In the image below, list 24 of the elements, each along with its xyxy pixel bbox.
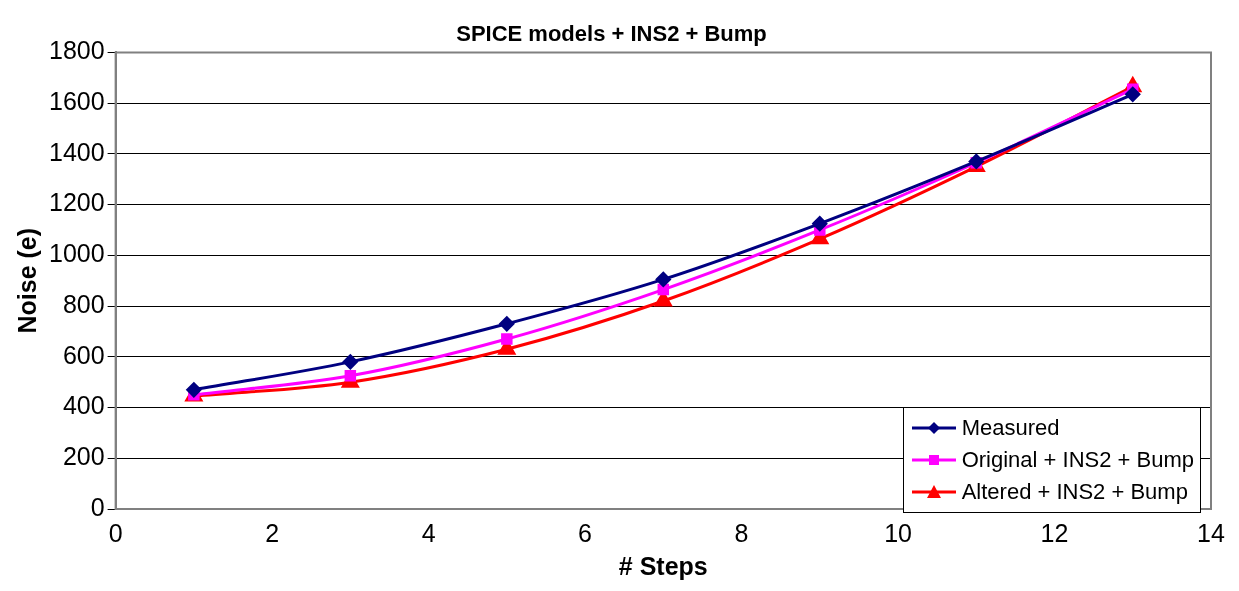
legend-label: Altered + INS2 + Bump (961, 478, 1188, 506)
y-tick-label: 400 (62, 391, 105, 420)
x-tick-label: 6 (578, 518, 593, 547)
x-tick-label: 14 (1197, 518, 1225, 547)
y-tick-label: 1000 (48, 239, 105, 268)
x-tick-label: 0 (108, 518, 123, 547)
x-axis-title: # Steps (618, 551, 708, 580)
legend-label: Measured (961, 414, 1060, 442)
x-tick-label: 4 (421, 518, 436, 547)
y-tick-label: 1400 (48, 137, 105, 166)
y-tick-label: 800 (62, 289, 105, 318)
y-tick-label: 1800 (48, 36, 105, 65)
y-tick-label: 0 (90, 492, 105, 521)
legend-label: Original + INS2 + Bump (961, 446, 1194, 474)
x-tick-label: 2 (265, 518, 280, 547)
y-axis-title: Noise (e) (12, 227, 41, 334)
y-tick-label: 1600 (48, 87, 105, 116)
x-tick-label: 8 (734, 518, 749, 547)
chart-title: SPICE models + INS2 + Bump (456, 21, 767, 47)
y-tick-label: 1200 (48, 188, 105, 217)
y-tick-label: 200 (62, 442, 105, 471)
y-tick-label: 600 (62, 340, 105, 369)
x-tick-label: 12 (1040, 518, 1069, 547)
x-tick-label: 10 (884, 518, 912, 547)
